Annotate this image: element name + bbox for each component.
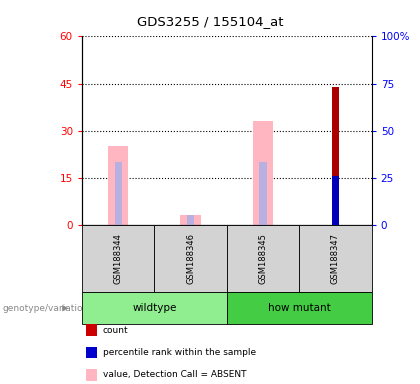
Bar bbox=[181, 215, 201, 225]
Text: GSM188346: GSM188346 bbox=[186, 233, 195, 284]
Text: count: count bbox=[103, 326, 129, 335]
Bar bbox=[253, 121, 273, 225]
Text: percentile rank within the sample: percentile rank within the sample bbox=[103, 348, 256, 357]
Bar bbox=[260, 162, 267, 225]
Text: value, Detection Call = ABSENT: value, Detection Call = ABSENT bbox=[103, 370, 247, 379]
Text: GSM188345: GSM188345 bbox=[259, 233, 268, 284]
Text: GSM188344: GSM188344 bbox=[114, 233, 123, 284]
Bar bbox=[332, 176, 339, 225]
Bar bbox=[115, 162, 122, 225]
Bar bbox=[187, 215, 194, 225]
Text: genotype/variation: genotype/variation bbox=[2, 304, 88, 313]
Bar bbox=[332, 87, 339, 225]
Text: GDS3255 / 155104_at: GDS3255 / 155104_at bbox=[137, 15, 283, 28]
Bar bbox=[108, 146, 128, 225]
Text: how mutant: how mutant bbox=[268, 303, 331, 313]
Text: wildtype: wildtype bbox=[132, 303, 176, 313]
Text: GSM188347: GSM188347 bbox=[331, 233, 340, 284]
